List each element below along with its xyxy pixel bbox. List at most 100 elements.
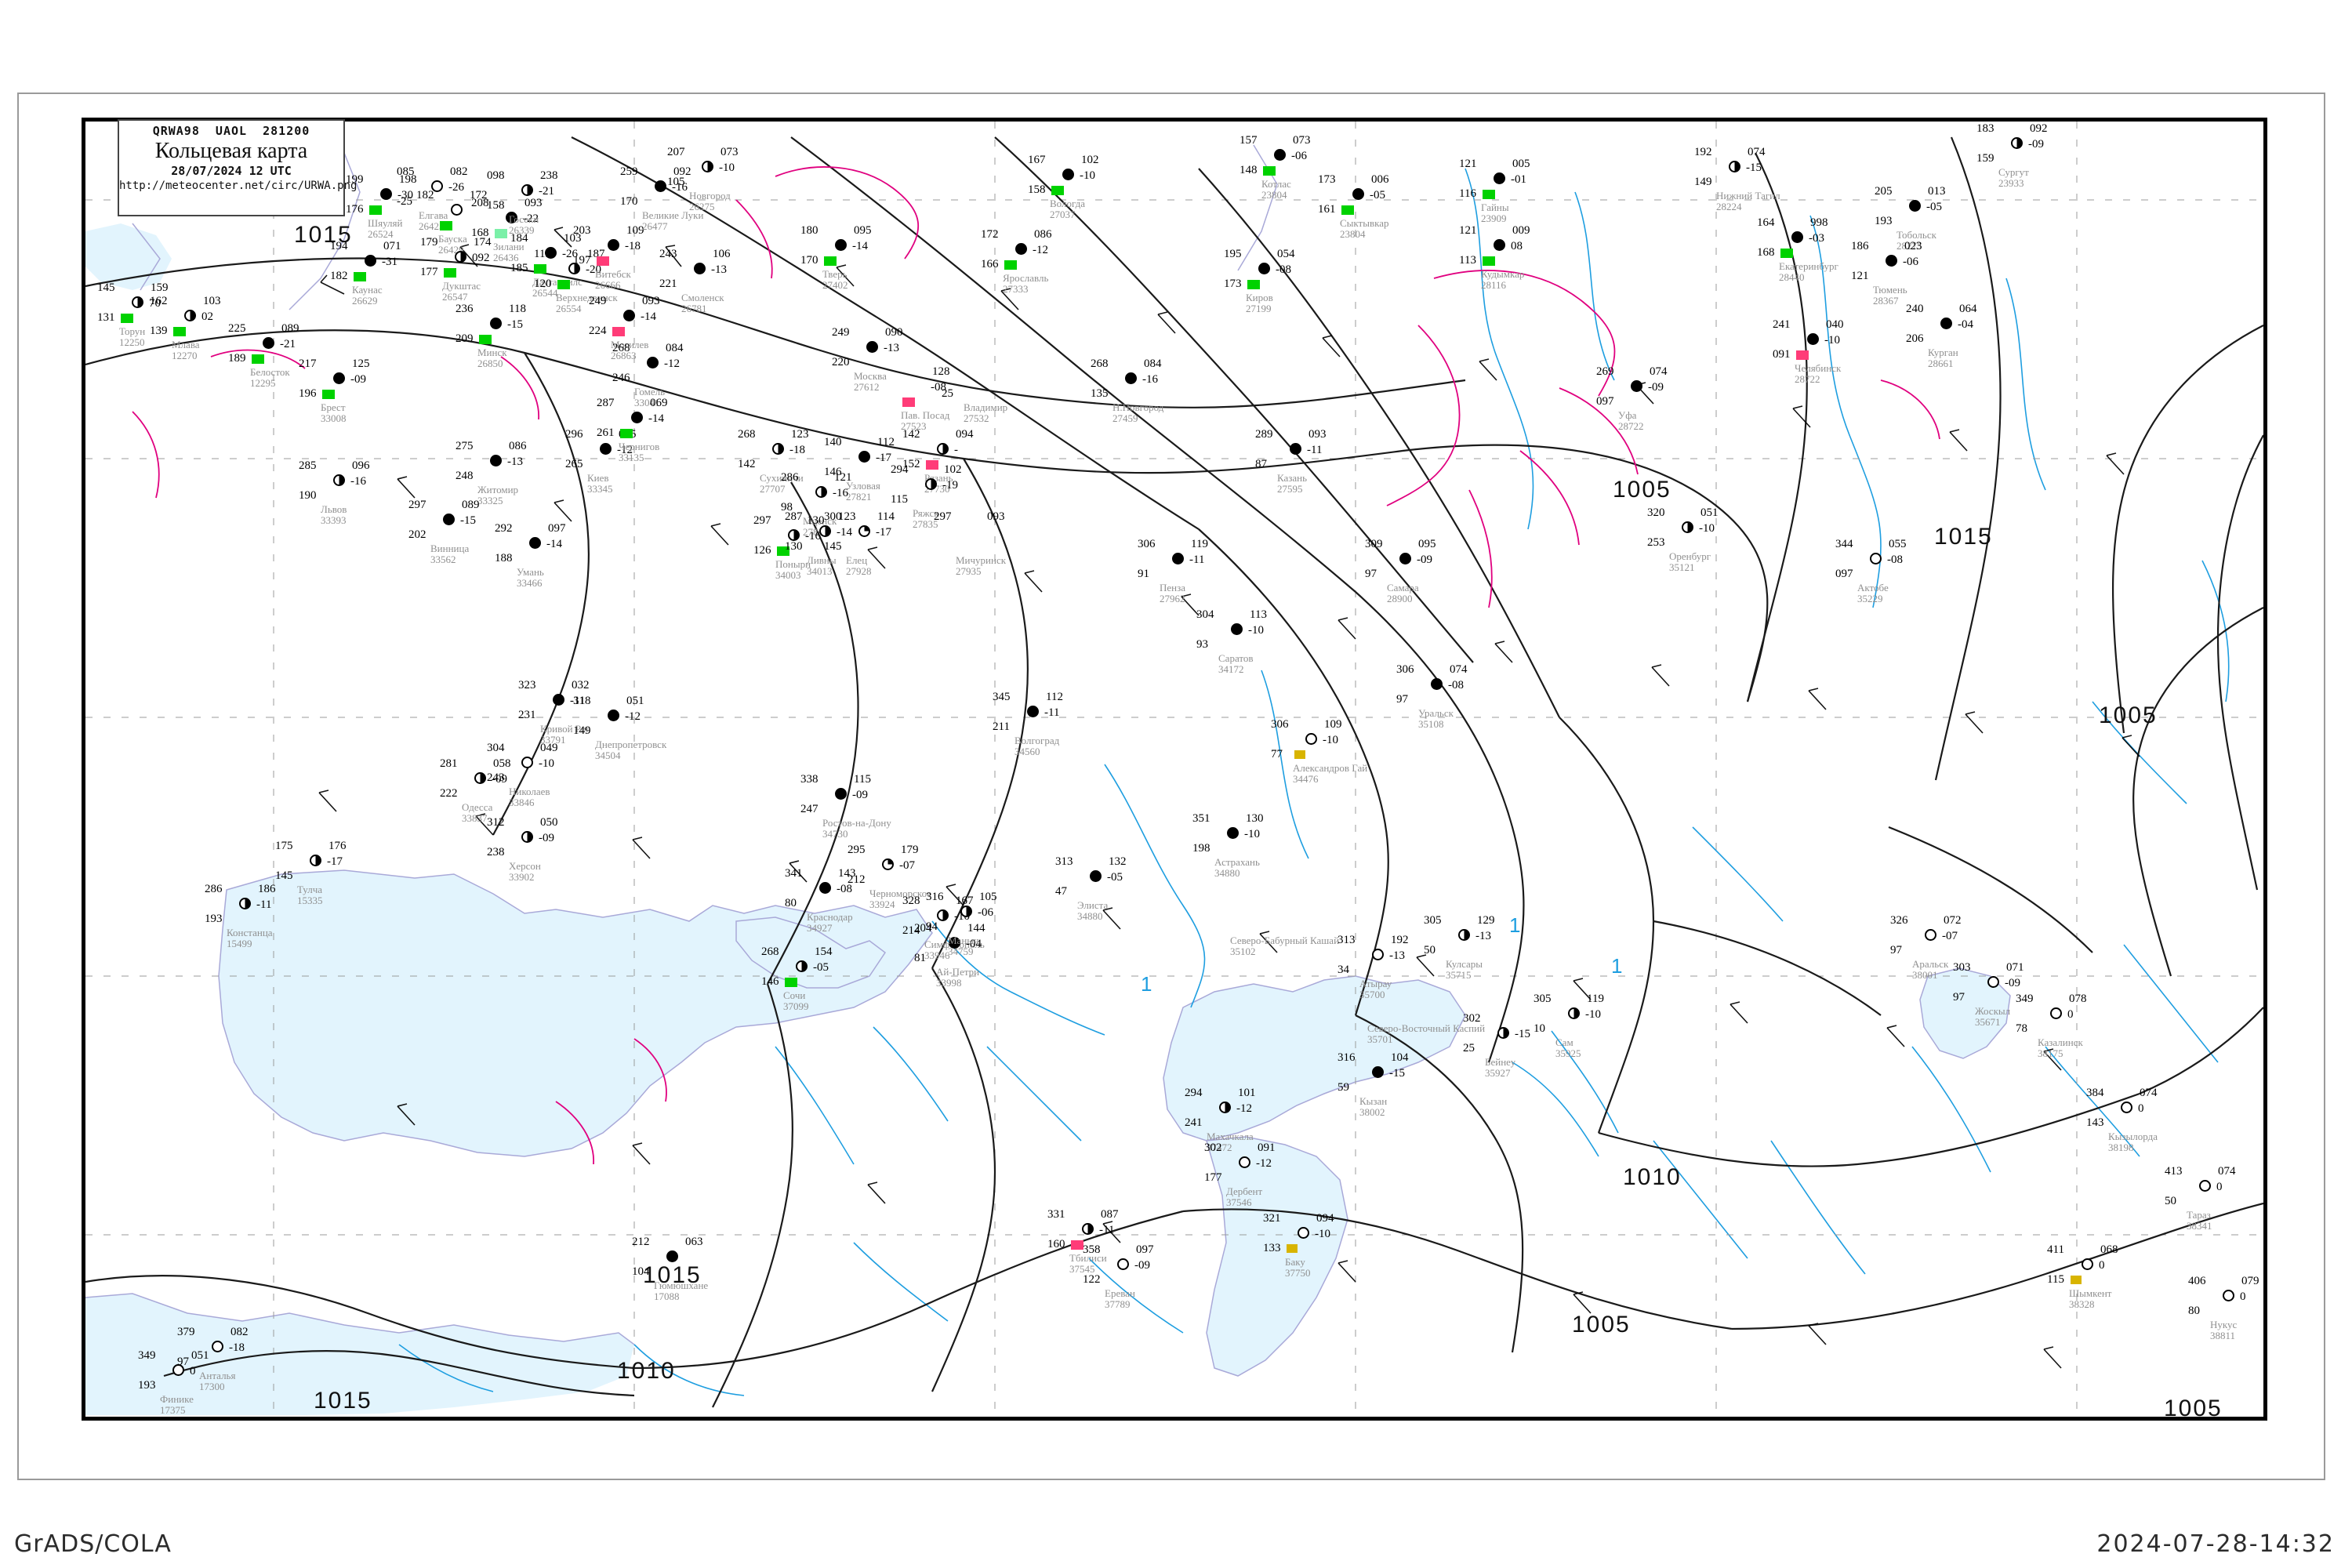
present-weather-block bbox=[1051, 186, 1064, 195]
sea-level-pressure-value: 086 bbox=[1034, 228, 1052, 241]
station-plot[interactable]: 217 125 196 -09 Брест 33008 bbox=[299, 358, 370, 424]
pressure-tendency-value: -16 bbox=[672, 181, 688, 194]
station-plot[interactable]: 157 073 148 -06 Котлас 23804 bbox=[1240, 135, 1311, 201]
cloud-cover-symbol bbox=[1082, 1223, 1094, 1235]
station-plot[interactable]: 286 121 98 -16 Мценск 27817 bbox=[781, 472, 852, 538]
dewpoint-value: 253 bbox=[1647, 536, 1665, 549]
station-plot[interactable]: 351 130 198 -10 Астрахань 34880 bbox=[1192, 813, 1264, 879]
station-plot[interactable]: 349 078 78 0 Казалинск 38175 bbox=[2016, 993, 2087, 1059]
air-temperature-value: 186 bbox=[1851, 240, 1869, 252]
sea-level-pressure-value: 078 bbox=[2069, 993, 2087, 1005]
station-wmo-id: 27962 bbox=[1160, 593, 1185, 604]
station-plot[interactable]: 305 119 10 -10 Сам 35925 bbox=[1534, 993, 1604, 1059]
station-plot[interactable]: 312 050 238 -09 Херсон 33902 bbox=[487, 817, 558, 883]
station-plot[interactable]: 306 074 97 -08 Уральск 35108 bbox=[1396, 664, 1468, 730]
weather-map-panel[interactable]: 145 159 131 70 Торун 12250 162 103 139 02 Млава 122… bbox=[82, 118, 2267, 1421]
station-wmo-id: 27523 bbox=[901, 420, 927, 432]
station-plot[interactable]: 085 082 -25 -26 Елгава 26425 bbox=[397, 166, 468, 232]
station-plot[interactable]: 349 051 193 0 Финике 17375 bbox=[138, 1350, 209, 1416]
cloud-cover-symbol bbox=[1239, 1156, 1250, 1168]
pressure-tendency-value: 092 bbox=[472, 252, 490, 264]
station-plot[interactable]: 249 090 220 -13 Москва 27612 bbox=[832, 327, 903, 393]
air-temperature-value: 192 bbox=[1694, 146, 1712, 158]
station-plot[interactable]: 292 097 188 -14 Умань 33466 bbox=[495, 523, 566, 589]
station-plot[interactable]: 302 091 177 -12 Дербент 37546 bbox=[1204, 1142, 1276, 1208]
station-plot[interactable]: 142 094 152- Рязань 27730 bbox=[902, 429, 974, 495]
station-plot[interactable]: 164 998 168 -03 Екатеринбург 28440 bbox=[1757, 217, 1838, 283]
station-plot[interactable]: 172 086 166 -12 Ярославль 27333 bbox=[981, 229, 1052, 295]
station-plot[interactable]: 309 095 97 -09 Самара 28900 bbox=[1365, 539, 1436, 604]
pressure-tendency-value: 0 bbox=[190, 1365, 196, 1377]
pressure-tendency-value: 08 bbox=[1511, 240, 1523, 252]
station-plot[interactable]: 306 109 77 -10 Александров Гай 34476 bbox=[1271, 719, 1367, 785]
station-plot[interactable]: 413 074 50 0 Тараз 38341 bbox=[2165, 1166, 2236, 1232]
present-weather-block bbox=[620, 429, 633, 438]
station-plot[interactable]: 281 058 222 -09 Одесса 33837 bbox=[440, 758, 511, 824]
station-plot[interactable]: 199 198 176 -30 Шяуляй 26524 bbox=[346, 174, 417, 240]
pressure-tendency-value: -10 bbox=[1824, 334, 1840, 347]
station-plot[interactable]: 341 143 80 -08 Краснодар 34927 bbox=[785, 868, 856, 934]
station-wmo-id: 27532 bbox=[964, 412, 989, 424]
station-plot[interactable]: 344 055 097 -08 Актобе 35229 bbox=[1835, 539, 1907, 604]
dewpoint-value: 120 bbox=[534, 278, 552, 290]
station-plot[interactable]: 316 104 59 -15 Кызан 38002 bbox=[1338, 1052, 1409, 1118]
station-wmo-id: 38341 bbox=[2187, 1220, 2212, 1232]
cloud-cover-symbol bbox=[1015, 243, 1027, 255]
station-plot[interactable]: 304 113 93 -10 Саратов 34172 bbox=[1196, 609, 1267, 675]
air-temperature-value: 287 bbox=[785, 510, 803, 523]
station-name: Могилев bbox=[611, 339, 649, 350]
station-plot[interactable]: 173 006 161 -05 Сыктывкар 23804 bbox=[1318, 174, 1389, 240]
station-plot[interactable]: 269 074 097 -09 Уфа 28722 bbox=[1596, 366, 1668, 432]
station-plot[interactable]: 297 130 126 -16 Понырн 34003 bbox=[753, 515, 825, 581]
station-plot[interactable]: 25 Владимир 27532 bbox=[942, 372, 1007, 424]
present-weather-block bbox=[354, 272, 366, 281]
station-plot[interactable]: 268 154 146 -05 Сочи 37099 bbox=[761, 946, 833, 1012]
station-name: Вологда bbox=[1050, 198, 1086, 209]
station-plot[interactable]: 180 095 170 -14 Тверь 27402 bbox=[800, 225, 872, 291]
pressure-tendency-value: -21 bbox=[280, 338, 296, 350]
station-plot[interactable]: 140 112 146 -17 Узловая 27821 bbox=[824, 437, 895, 503]
station-name: Николаев bbox=[509, 786, 550, 797]
station-plot[interactable]: 305 129 50 -13 Кулсары 35715 bbox=[1424, 915, 1495, 981]
station-plot[interactable]: 302 25 -15 Бейнеу 35927 bbox=[1463, 1013, 1530, 1079]
station-plot[interactable]: 338 115 247 -09 Ростов-на-Дону 34730 bbox=[800, 774, 891, 840]
station-plot[interactable]: 275 086 248 -13 Житомир 33325 bbox=[456, 441, 527, 506]
station-plot[interactable]: 182 172 Бауска 26429 bbox=[416, 190, 488, 256]
station-wmo-id: 37789 bbox=[1105, 1298, 1131, 1310]
station-plot[interactable]: 300 114 145 -17 Елец 27928 bbox=[824, 511, 895, 577]
station-plot[interactable]: 326 072 97 -07 Аральск 38001 bbox=[1890, 915, 1962, 981]
station-plot[interactable]: 303 071 97 -09 Жоскыл 35671 bbox=[1953, 962, 2024, 1028]
station-plot[interactable]: 268 123 142 -18 Сухиничи 27707 bbox=[738, 429, 809, 495]
station-plot[interactable]: 313 132 47 -05 Элиста 34880 bbox=[1055, 856, 1127, 922]
station-plot[interactable]: 287 123 130 -14 Ливны 34013 bbox=[785, 511, 856, 577]
station-plot[interactable]: 241 040 091 -10 Челябинск 28722 bbox=[1773, 319, 1844, 385]
station-plot[interactable]: 179 174 177 092 Дукштас 26547 bbox=[420, 237, 492, 303]
station-plot[interactable]: 285 096 190 -16 Львов 33393 bbox=[299, 460, 370, 526]
station-plot[interactable]: 297 093 Мичуринск 27935 bbox=[934, 511, 1006, 577]
station-plot[interactable]: 205 013 193 -05 Тобольск 28275 bbox=[1875, 186, 1946, 252]
station-plot[interactable]: 212 063 104 Гюмюшхане 17088 bbox=[632, 1236, 708, 1302]
station-plot[interactable]: 331 087 160 -11 Тбилиси 37545 bbox=[1047, 1209, 1119, 1275]
station-plot[interactable]: 323 032 231 -11 Кривой Рог 33791 bbox=[518, 680, 590, 746]
station-plot[interactable]: 306 119 91 -11 Пенза 27962 bbox=[1138, 539, 1208, 604]
station-plot[interactable]: 295 179 212 -07 Черноморское 33924 bbox=[848, 844, 931, 910]
station-name: Новгород bbox=[689, 190, 731, 201]
station-name: Северо-Восточный Каспий bbox=[1367, 1022, 1486, 1034]
station-name: Жоскыл bbox=[1975, 1005, 2011, 1017]
station-plot[interactable]: Северо-Восточный Каспий 35701 bbox=[1367, 993, 1485, 1044]
sea-level-pressure-value: 051 bbox=[1700, 506, 1719, 519]
station-plot[interactable]: 098 238 158 -21 Госеки 26339 bbox=[487, 170, 558, 236]
station-plot[interactable]: 268 084 246 -12 Гомель 33041 bbox=[612, 343, 684, 408]
station-name: Волгоград bbox=[1014, 735, 1060, 746]
air-temperature-value: 285 bbox=[299, 459, 317, 472]
station-plot[interactable]: 268 084 135 -16 Н.Новгород 27459 bbox=[1091, 358, 1163, 424]
station-plot[interactable]: 192 074 149 -15 Нижний Тагил 28224 bbox=[1694, 147, 1780, 212]
station-plot[interactable]: 128 -08 Пав. Посад 27523 bbox=[901, 366, 950, 432]
air-temperature-value: 384 bbox=[2086, 1087, 2104, 1099]
station-plot[interactable]: 183 092 159 -09 Сургут 23933 bbox=[1976, 123, 2048, 189]
air-temperature-value: 331 bbox=[1047, 1208, 1065, 1221]
station-plot[interactable]: 358 097 122 -09 Ереван 37789 bbox=[1083, 1244, 1154, 1310]
station-plot[interactable]: 294 102 115 -19 Ряжск 27835 bbox=[891, 464, 962, 530]
